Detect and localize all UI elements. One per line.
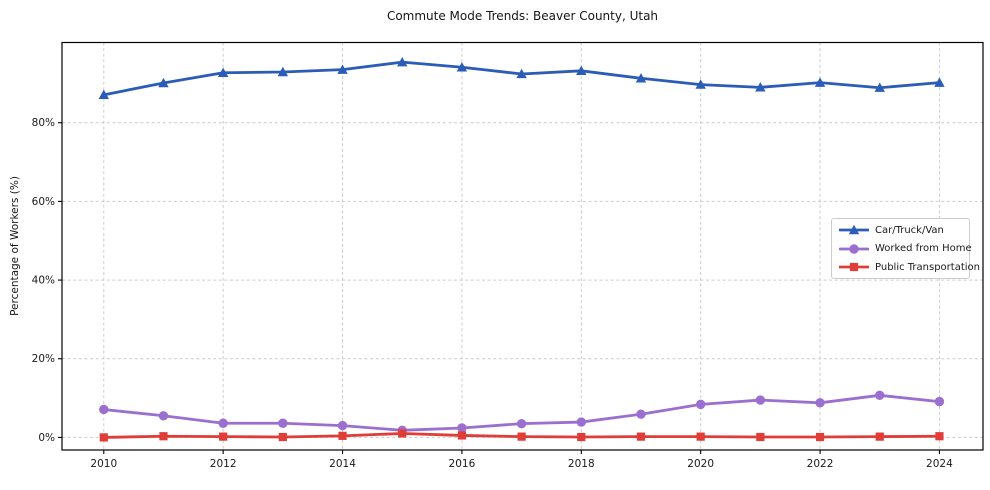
plot-border xyxy=(61,41,984,451)
series-marker-circle-icon xyxy=(218,418,228,428)
series-marker-square-icon xyxy=(457,431,467,440)
legend-line-triangle-icon xyxy=(839,224,869,235)
series-marker-circle-icon xyxy=(636,409,646,419)
legend-line-circle-icon xyxy=(839,243,869,254)
legend-line-square-icon xyxy=(839,262,869,272)
series-marker-square-icon xyxy=(517,432,526,441)
series-marker-triangle-icon xyxy=(576,65,587,76)
series-marker-square-icon xyxy=(935,432,944,441)
series-marker-square-icon xyxy=(815,432,825,442)
series-marker-triangle-icon xyxy=(695,79,706,89)
series-marker-triangle-icon xyxy=(98,89,109,100)
series-marker-triangle-icon xyxy=(277,66,289,77)
series-marker-triangle-icon xyxy=(814,77,826,87)
series-marker-triangle-icon xyxy=(755,82,766,92)
chart-title: Commute Mode Trends: Beaver County, Utah xyxy=(386,9,659,23)
series-marker-square-icon xyxy=(756,432,765,442)
series-marker-square-icon xyxy=(99,433,108,442)
series-marker-square-icon xyxy=(338,431,347,440)
series-marker-circle-icon xyxy=(457,423,467,433)
x-tick-label: 2020 xyxy=(687,458,714,470)
legend-label: Worked from Home xyxy=(875,243,972,254)
series-marker-circle-icon xyxy=(337,420,348,431)
series-marker-triangle-icon xyxy=(456,62,468,72)
series-marker-circle-icon xyxy=(815,398,825,408)
x-tick-label: 2018 xyxy=(568,458,595,470)
series-marker-square-icon xyxy=(278,432,287,442)
legend-item-car-truck-van: Car/Truck/Van xyxy=(839,224,963,236)
y-axis-label: Percentage of Workers (%) xyxy=(9,176,21,316)
legend: Car/Truck/Van Worked from Home Public Tr… xyxy=(831,218,980,279)
series-marker-triangle-icon xyxy=(337,64,348,74)
x-tick-label: 2010 xyxy=(90,458,117,470)
x-tick-label: 2024 xyxy=(926,458,953,470)
series-marker-square-icon xyxy=(159,432,168,441)
series-marker-square-icon xyxy=(636,432,646,441)
series-marker-circle-icon xyxy=(695,399,706,410)
series-marker-square-icon xyxy=(696,432,705,441)
legend-label: Car/Truck/Van xyxy=(875,224,944,236)
series-marker-circle-icon xyxy=(516,418,527,429)
series-marker-circle-icon xyxy=(278,418,288,428)
series-marker-triangle-icon xyxy=(874,82,885,92)
legend-sample-marker-square-icon xyxy=(849,262,859,272)
y-tick-label: 0% xyxy=(38,432,55,444)
series-line-car-truck-van xyxy=(102,60,941,97)
legend-label: Public Transportation xyxy=(875,261,980,273)
y-tick-label: 80% xyxy=(32,117,55,129)
y-tick-label: 20% xyxy=(32,353,55,365)
legend-sample-marker-circle-icon xyxy=(849,243,859,254)
series-marker-triangle-icon xyxy=(217,67,229,77)
series-marker-triangle-icon xyxy=(635,73,647,83)
series-marker-circle-icon xyxy=(755,395,766,405)
y-tick-label: 60% xyxy=(32,196,55,208)
x-tick-label: 2016 xyxy=(449,458,476,470)
legend-item-public-transportation: Public Transportation xyxy=(839,261,980,273)
series-marker-circle-icon xyxy=(99,404,109,415)
series-marker-triangle-icon xyxy=(516,68,527,79)
series-marker-circle-icon xyxy=(576,417,586,427)
y-tick-label: 40% xyxy=(32,275,55,287)
legend-item-worked-from-home: Worked from Home xyxy=(839,243,972,255)
series-marker-square-icon xyxy=(219,432,228,441)
series-marker-triangle-icon xyxy=(158,77,169,88)
series-marker-square-icon xyxy=(577,432,586,442)
x-tick-label: 2014 xyxy=(329,458,356,470)
series-marker-square-icon xyxy=(398,429,407,438)
x-tick-label: 2012 xyxy=(210,458,237,470)
series-marker-circle-icon xyxy=(158,411,169,421)
series-marker-circle-icon xyxy=(934,396,945,407)
series-marker-circle-icon xyxy=(875,390,885,401)
series-marker-triangle-icon xyxy=(397,56,408,67)
x-tick-label: 2022 xyxy=(807,458,834,470)
legend-sample-marker-triangle-icon xyxy=(848,224,860,235)
series-marker-triangle-icon xyxy=(934,77,945,87)
series-marker-square-icon xyxy=(875,432,884,441)
